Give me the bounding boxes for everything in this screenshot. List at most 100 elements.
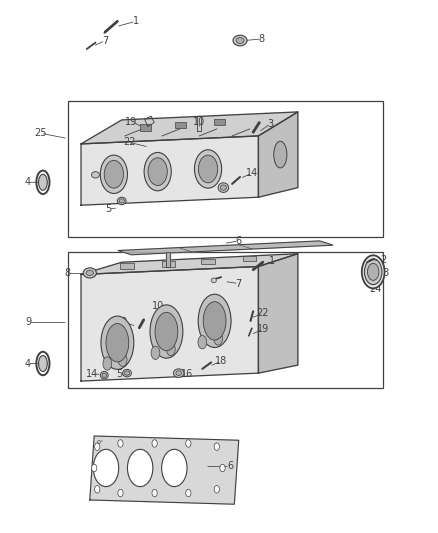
Polygon shape (145, 116, 154, 126)
Ellipse shape (274, 141, 287, 168)
Text: 0°: 0° (96, 440, 103, 445)
Text: 19: 19 (125, 117, 138, 126)
Ellipse shape (198, 294, 231, 348)
Ellipse shape (362, 255, 385, 288)
Ellipse shape (123, 369, 131, 377)
Text: 5: 5 (106, 204, 112, 214)
Ellipse shape (127, 449, 153, 487)
Ellipse shape (95, 443, 100, 450)
Ellipse shape (214, 443, 219, 450)
Ellipse shape (220, 185, 226, 190)
Bar (68, 101, 383, 237)
Polygon shape (81, 254, 298, 274)
Text: 18: 18 (215, 357, 227, 366)
Ellipse shape (117, 197, 126, 205)
Ellipse shape (39, 174, 47, 190)
Text: 22: 22 (123, 138, 135, 147)
Ellipse shape (166, 343, 175, 356)
Text: 8: 8 (65, 269, 71, 278)
Ellipse shape (176, 371, 181, 375)
Bar (140, 124, 151, 131)
Ellipse shape (186, 440, 191, 447)
Bar (214, 119, 225, 125)
Bar (162, 261, 175, 266)
Ellipse shape (236, 37, 244, 43)
Bar (120, 263, 134, 269)
Ellipse shape (106, 324, 129, 362)
Text: 16: 16 (181, 369, 194, 379)
Ellipse shape (118, 353, 127, 367)
Ellipse shape (214, 486, 219, 493)
Ellipse shape (194, 150, 222, 188)
Ellipse shape (103, 357, 112, 370)
Ellipse shape (152, 489, 157, 497)
Ellipse shape (198, 336, 207, 349)
Bar (175, 122, 186, 128)
Polygon shape (258, 254, 298, 373)
Ellipse shape (186, 489, 191, 497)
Text: 9: 9 (25, 318, 32, 327)
Polygon shape (81, 266, 258, 381)
Text: 3: 3 (268, 119, 274, 128)
Ellipse shape (151, 346, 160, 359)
Ellipse shape (220, 464, 225, 472)
Ellipse shape (198, 155, 218, 183)
Text: 23: 23 (377, 268, 389, 278)
Polygon shape (197, 116, 201, 131)
Ellipse shape (150, 305, 183, 358)
Polygon shape (118, 241, 333, 255)
Text: 4: 4 (25, 177, 31, 187)
Ellipse shape (83, 268, 96, 278)
Ellipse shape (173, 369, 184, 377)
Polygon shape (166, 252, 170, 266)
Ellipse shape (119, 199, 124, 203)
Polygon shape (90, 436, 239, 504)
Ellipse shape (364, 259, 382, 285)
Ellipse shape (118, 440, 123, 447)
Ellipse shape (211, 278, 216, 282)
Ellipse shape (367, 263, 379, 280)
Text: 10: 10 (152, 302, 164, 311)
Polygon shape (258, 112, 298, 197)
Polygon shape (81, 136, 258, 205)
Text: 10: 10 (193, 117, 205, 126)
Text: 1: 1 (133, 17, 139, 26)
Ellipse shape (214, 332, 223, 345)
Text: 19: 19 (257, 325, 269, 334)
Ellipse shape (148, 158, 167, 185)
Text: 6: 6 (227, 462, 233, 471)
Ellipse shape (124, 371, 130, 375)
Polygon shape (81, 112, 298, 144)
Ellipse shape (144, 152, 171, 191)
Text: 24: 24 (370, 284, 382, 294)
Text: 1: 1 (268, 256, 275, 266)
Text: 22: 22 (257, 309, 269, 318)
Ellipse shape (155, 312, 178, 351)
Bar (68, 252, 383, 388)
Ellipse shape (92, 464, 97, 472)
Bar (201, 259, 215, 264)
Text: 14: 14 (86, 369, 98, 379)
Ellipse shape (93, 449, 119, 487)
Ellipse shape (95, 486, 100, 493)
Ellipse shape (104, 160, 124, 188)
Text: 4: 4 (25, 359, 31, 368)
Text: 2: 2 (380, 255, 386, 265)
Ellipse shape (118, 489, 123, 497)
Ellipse shape (100, 155, 127, 193)
Text: 6: 6 (236, 236, 242, 246)
Text: 5: 5 (116, 369, 122, 379)
Ellipse shape (102, 373, 106, 377)
Ellipse shape (86, 270, 93, 276)
Ellipse shape (39, 356, 47, 372)
Ellipse shape (152, 440, 157, 447)
Text: 25: 25 (35, 128, 47, 138)
Text: 7: 7 (102, 36, 108, 45)
Ellipse shape (162, 449, 187, 487)
Text: 13: 13 (116, 317, 128, 327)
Ellipse shape (100, 372, 108, 379)
Text: 14: 14 (246, 168, 258, 178)
Ellipse shape (101, 316, 134, 369)
Ellipse shape (203, 302, 226, 340)
Text: 7: 7 (236, 279, 242, 288)
